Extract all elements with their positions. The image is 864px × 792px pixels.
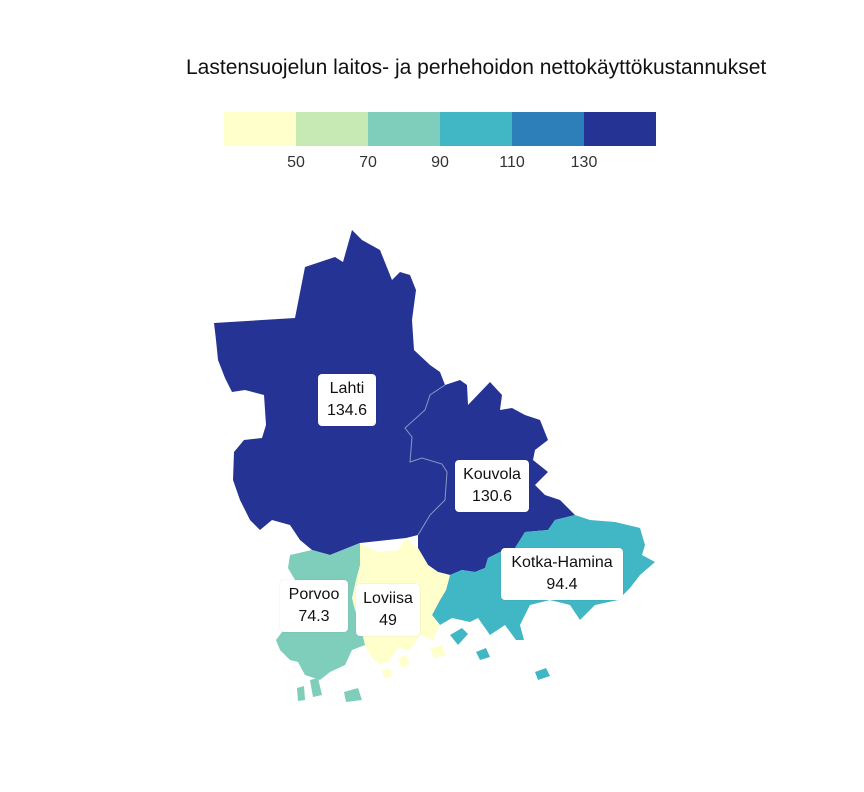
island-kotka-3 — [535, 668, 550, 680]
label-loviisa-name: Loviisa — [363, 590, 413, 607]
label-porvoo-value: 74.3 — [298, 608, 330, 625]
map-title: Lastensuojelun laitos- ja perhehoidon ne… — [186, 56, 767, 79]
legend-swatch-5 — [512, 112, 584, 146]
label-porvoo: Porvoo 74.3 — [280, 580, 348, 632]
border-lahti-kouvola — [404, 384, 448, 536]
label-kotka-hamina-value: 94.4 — [546, 576, 578, 593]
legend-tick-1: 50 — [287, 154, 305, 171]
label-kotka-hamina-name: Kotka-Hamina — [511, 554, 613, 571]
legend-swatch-6 — [584, 112, 656, 146]
island-kotka-2 — [476, 648, 490, 660]
label-kouvola-value: 130.6 — [471, 488, 513, 505]
island-loviisa-2 — [382, 668, 392, 678]
legend-tick-4: 110 — [499, 154, 525, 171]
island-loviisa-1 — [398, 655, 410, 668]
island-porvoo-2 — [297, 686, 305, 701]
island-porvoo-3 — [344, 688, 362, 702]
label-kotka-hamina: Kotka-Hamina 94.4 — [501, 548, 623, 600]
legend-color-bar — [224, 112, 656, 146]
label-loviisa-value: 49 — [379, 612, 397, 629]
island-kotka-1 — [450, 628, 468, 645]
label-lahti: Lahti 134.6 — [318, 374, 376, 426]
legend-swatch-2 — [296, 112, 368, 146]
label-lahti-name: Lahti — [329, 380, 365, 397]
legend-swatch-3 — [368, 112, 440, 146]
legend-ticks: 50 70 90 110 130 — [224, 154, 656, 176]
label-kouvola: Kouvola 130.6 — [455, 460, 529, 512]
label-loviisa: Loviisa 49 — [356, 584, 420, 636]
legend-swatch-1 — [224, 112, 296, 146]
legend-tick-2: 70 — [359, 154, 377, 171]
legend-swatch-4 — [440, 112, 512, 146]
island-loviisa-3 — [430, 645, 446, 658]
legend-tick-5: 130 — [570, 154, 598, 171]
island-porvoo-1 — [310, 678, 322, 697]
label-porvoo-name: Porvoo — [288, 586, 340, 603]
label-kouvola-name: Kouvola — [463, 466, 521, 483]
legend-tick-3: 90 — [431, 154, 449, 171]
label-lahti-value: 134.6 — [326, 402, 368, 419]
